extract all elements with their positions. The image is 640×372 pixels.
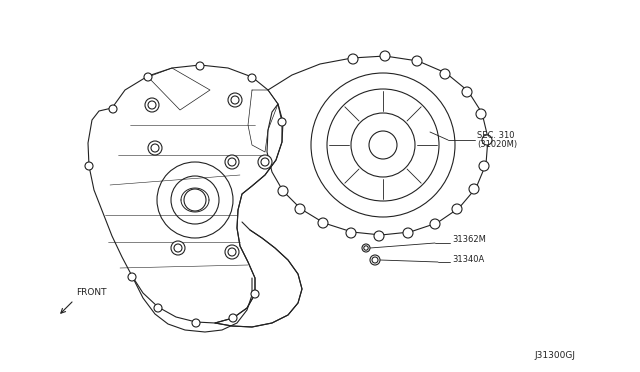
Circle shape (278, 186, 288, 196)
Circle shape (251, 290, 259, 298)
Circle shape (225, 155, 239, 169)
Circle shape (362, 244, 370, 252)
Circle shape (128, 273, 136, 281)
Circle shape (440, 69, 450, 79)
Circle shape (476, 109, 486, 119)
Circle shape (148, 141, 162, 155)
Circle shape (479, 161, 489, 171)
Text: 31362M: 31362M (452, 235, 486, 244)
Text: FRONT: FRONT (76, 288, 106, 297)
Circle shape (171, 241, 185, 255)
Circle shape (225, 245, 239, 259)
Text: (31020M): (31020M) (477, 141, 517, 150)
Circle shape (482, 135, 492, 145)
Circle shape (154, 304, 162, 312)
Text: 31340A: 31340A (452, 254, 484, 263)
Circle shape (380, 51, 390, 61)
Circle shape (144, 73, 152, 81)
Circle shape (109, 105, 117, 113)
Circle shape (228, 93, 242, 107)
Circle shape (462, 87, 472, 97)
Circle shape (403, 228, 413, 238)
Circle shape (348, 54, 358, 64)
Circle shape (229, 314, 237, 322)
Circle shape (145, 98, 159, 112)
Text: SEC. 310: SEC. 310 (477, 131, 515, 141)
Text: J31300GJ: J31300GJ (534, 351, 575, 360)
Circle shape (318, 218, 328, 228)
Circle shape (192, 319, 200, 327)
Circle shape (295, 204, 305, 214)
Circle shape (370, 255, 380, 265)
Circle shape (85, 162, 93, 170)
Circle shape (346, 228, 356, 238)
Circle shape (248, 74, 256, 82)
Circle shape (452, 204, 462, 214)
Circle shape (469, 184, 479, 194)
Circle shape (430, 219, 440, 229)
Circle shape (258, 155, 272, 169)
Circle shape (374, 231, 384, 241)
Circle shape (412, 56, 422, 66)
Circle shape (278, 118, 286, 126)
Circle shape (196, 62, 204, 70)
